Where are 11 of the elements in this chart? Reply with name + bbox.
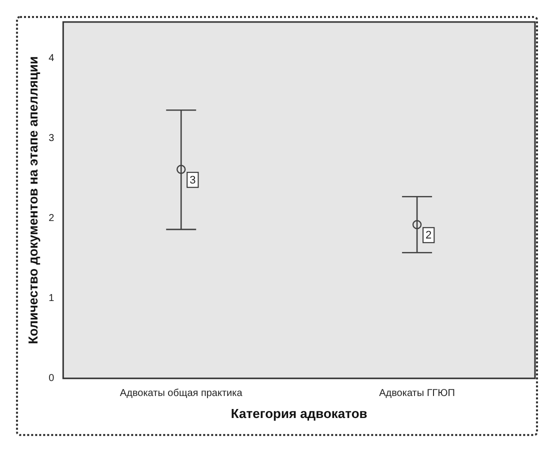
y-axis-title: Количество документов на этапе апелляции [25,56,40,344]
y-tick-label: 3 [48,132,55,144]
y-tick-label: 2 [48,212,55,224]
annotation: 2 [426,230,432,242]
y-tick-label: 1 [48,293,55,304]
x-tick-label: Адвокаты общая практика [120,388,243,400]
y-tick-label: 0 [48,373,55,384]
x-axis-title: Категория адвокатов [230,406,368,421]
x-tick-label: Адвокаты ГГЮП [379,388,455,400]
y-tick-label: 4 [48,52,55,64]
annotation: 3 [190,174,196,186]
